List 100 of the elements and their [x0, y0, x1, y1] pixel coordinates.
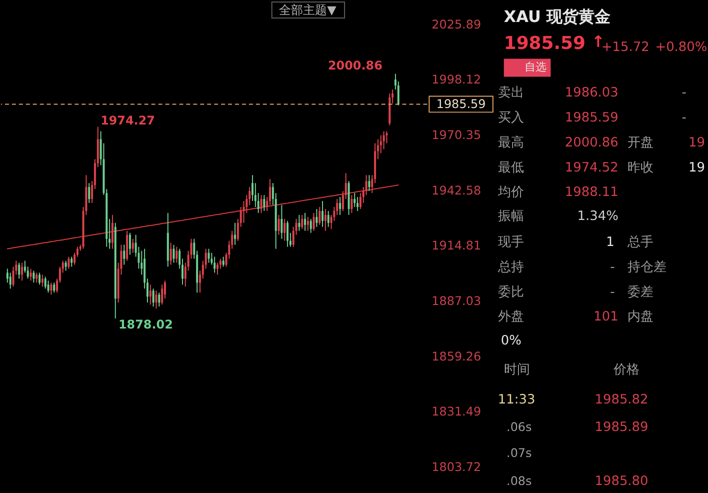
- text: 1985.80: [594, 474, 648, 489]
- candlestick: [68, 256, 70, 270]
- y-tick-label: 1942.58: [432, 183, 482, 198]
- text: -: [682, 86, 687, 101]
- text: .08s: [506, 474, 532, 488]
- text: 内盘: [627, 310, 654, 325]
- text: -: [682, 110, 687, 126]
- text: 1985.89: [594, 420, 648, 436]
- candlestick: [172, 244, 175, 264]
- text: 均价: [496, 185, 524, 200]
- candlestick: [70, 256, 73, 268]
- text: 持仓差: [627, 260, 666, 275]
- candlestick: [88, 182, 90, 204]
- text: .07s: [506, 446, 532, 460]
- candlestick: [128, 232, 131, 256]
- candlestick: [322, 200, 324, 228]
- y-tick-label: 1998.12: [432, 72, 482, 87]
- candlestick: [318, 206, 321, 226]
- text: 11:33: [498, 392, 536, 408]
- candlestick: [382, 130, 385, 150]
- candlestick: [208, 248, 210, 264]
- candlestick: [170, 242, 172, 266]
- candlestick: [327, 210, 330, 228]
- text: 时间: [504, 362, 530, 378]
- candlestick: [123, 244, 126, 266]
- candlestick: [132, 238, 134, 254]
- candlestick: [278, 214, 280, 236]
- candlestick: [158, 292, 160, 308]
- y-tick-label: 1887.03: [432, 294, 482, 308]
- candlestick: [216, 262, 218, 276]
- text: 1985.82: [594, 392, 648, 408]
- candlestick: [38, 272, 41, 286]
- candlestick: [64, 260, 67, 272]
- candlestick: [304, 212, 306, 232]
- annotation: 2000.86: [328, 58, 382, 73]
- candlestick: [312, 212, 315, 232]
- candlestick: [280, 204, 283, 240]
- candlestick: [286, 220, 289, 248]
- text: 振幅: [498, 209, 524, 224]
- candlestick: [126, 230, 128, 262]
- candlestick: [214, 256, 216, 274]
- text: +0.80%: [655, 40, 708, 55]
- text: 101: [594, 310, 618, 325]
- text: 1985.59: [504, 32, 586, 54]
- text: 现手: [498, 235, 524, 250]
- text: 开盘: [627, 135, 654, 150]
- text: 委比: [498, 284, 524, 300]
- text: 1.34%: [577, 209, 618, 224]
- annotation: 1974.27: [100, 114, 155, 128]
- text: 0%: [500, 334, 522, 349]
- candlestick: [301, 214, 304, 230]
- annotation: 全部主题▼: [279, 2, 338, 17]
- candlestick: [234, 222, 236, 246]
- candlestick: [44, 276, 46, 290]
- text: 1: [606, 235, 614, 250]
- text: 自选: [524, 60, 547, 74]
- candlestick: [53, 282, 56, 294]
- candlestick: [354, 192, 356, 208]
- candlestick: [368, 174, 370, 192]
- candlestick: [350, 194, 353, 214]
- candlestick: [284, 218, 286, 242]
- candlestick: [30, 268, 32, 282]
- candlestick: [18, 262, 20, 280]
- text: 昨收: [627, 160, 654, 176]
- candlestick: [306, 216, 309, 232]
- y-tick-label: 1859.26: [432, 349, 482, 364]
- candlestick: [36, 272, 38, 284]
- y-tick-label: 1970.35: [432, 128, 482, 142]
- text: 买入: [498, 110, 524, 126]
- candlestick: [324, 208, 326, 232]
- text: -: [610, 284, 616, 300]
- text: 19: [688, 135, 706, 150]
- candlestick: [310, 218, 312, 234]
- text: 总持: [496, 260, 524, 275]
- text: -: [610, 260, 616, 275]
- candlestick: [41, 274, 44, 288]
- text: 价格: [612, 362, 640, 378]
- candlestick: [339, 196, 342, 216]
- ref-line-label: 1985.59: [436, 97, 486, 112]
- text: 最低: [498, 160, 524, 176]
- candlestick: [260, 194, 262, 214]
- candlestick: [149, 284, 152, 306]
- candlestick: [111, 214, 114, 250]
- candlestick: [21, 262, 24, 282]
- candlestick: [32, 270, 35, 284]
- candlestick: [316, 208, 318, 228]
- y-tick-label: 1831.49: [432, 404, 482, 419]
- text: 2000.86: [564, 135, 618, 150]
- annotation: 1878.02: [118, 318, 173, 332]
- text: 1986.03: [564, 86, 618, 101]
- candlestick: [161, 284, 164, 306]
- text: 外盘: [498, 310, 524, 325]
- text: 1985.59: [564, 110, 618, 126]
- candlestick: [356, 196, 359, 212]
- candlestick: [9, 272, 12, 290]
- candlestick: [263, 194, 266, 212]
- candlestick: [176, 246, 178, 264]
- candlestick: [222, 256, 224, 268]
- text: 总手: [626, 235, 654, 250]
- candlestick: [152, 288, 154, 308]
